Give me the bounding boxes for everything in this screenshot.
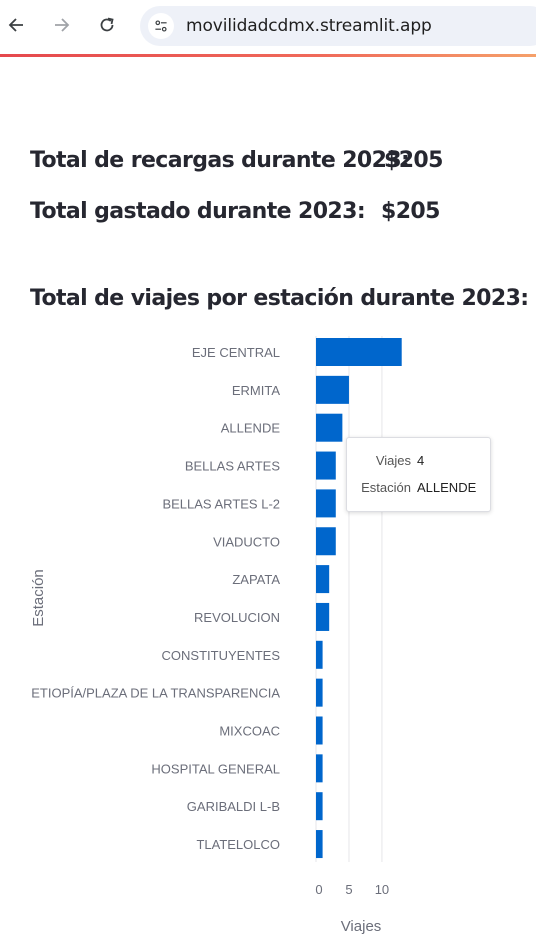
url-text[interactable]: movilidadcdmx.streamlit.app [186,16,432,36]
y-tick-label: ETIOPÍA/PLAZA DE LA TRANSPARENCIA [31,686,280,701]
site-info-icon[interactable] [148,13,174,39]
bar-eje-central[interactable] [316,338,402,366]
gastado-value: $205 [381,199,440,224]
tooltip-key-estacion: Estación [361,480,411,495]
y-tick-label: ZAPATA [232,572,280,587]
y-axis-title: Estación [30,569,47,627]
x-axis-title: Viajes [341,918,382,935]
recargas-label: Total de recargas durante 2023: [30,148,410,173]
y-tick-label: EJE CENTRAL [192,345,280,360]
bar-garibaldi-l-b[interactable] [316,792,323,821]
bar-ermita[interactable] [316,375,349,404]
forward-arrow-icon [55,18,70,32]
y-tick-label: BELLAS ARTES L-2 [162,496,280,511]
chart-tooltip: Viajes 4 Estación ALLENDE [346,437,491,512]
x-tick-label: 5 [345,882,352,897]
reload-button[interactable] [92,10,122,40]
bar-bellas-artes[interactable] [316,451,336,480]
bar-revolucion[interactable] [316,602,330,631]
y-tick-label: ALLENDE [221,421,281,436]
y-tick-label: GARIBALDI L-B [187,799,280,814]
y-tick-label: REVOLUCION [194,610,280,625]
tooltip-value-viajes: 4 [417,453,425,468]
streamlit-header-decoration [0,54,536,57]
back-arrow-icon [8,18,23,32]
address-bar[interactable]: movilidadcdmx.streamlit.app [140,6,536,46]
bar-constituyentes[interactable] [316,640,323,669]
y-tick-label: VIADUCTO [213,534,280,549]
tooltip-value-estacion: ALLENDE [417,480,477,495]
back-button[interactable] [2,10,32,40]
browser-toolbar: movilidadcdmx.streamlit.app [0,0,536,54]
stations-bar-chart[interactable]: EJE CENTRAL ERMITA ALLENDE BELLAS ARTES BELL… [0,330,536,946]
y-tick-label: HOSPITAL GENERAL [151,761,280,776]
y-tick-label: BELLAS ARTES [185,459,280,474]
forward-button[interactable] [46,10,76,40]
bar-zapata[interactable] [316,565,330,594]
y-tick-label: MIXCOAC [219,724,280,739]
chart-title: Total de viajes por estación durante 202… [30,286,529,311]
recargas-value: $205 [384,148,443,173]
x-tick-label: 10 [375,882,389,897]
y-tick-label: CONSTITUYENTES [162,648,281,663]
bar-etiop-a-plaza-de-la-transparencia[interactable] [316,678,323,707]
reload-icon [100,17,114,32]
y-tick-label: ERMITA [232,383,280,398]
tooltip-key-viajes: Viajes [375,453,411,468]
bar-mixcoac[interactable] [316,716,323,745]
x-tick-label: 0 [315,882,322,897]
y-tick-label: TLATELOLCO [196,837,280,852]
bar-viaducto[interactable] [316,527,336,556]
bar-allende[interactable] [316,413,343,442]
bar-hospital-general[interactable] [316,754,323,783]
gastado-label: Total gastado durante 2023: [30,199,366,224]
bar-bellas-artes-l-2[interactable] [316,489,336,518]
bar-tlatelolco[interactable] [316,830,323,859]
